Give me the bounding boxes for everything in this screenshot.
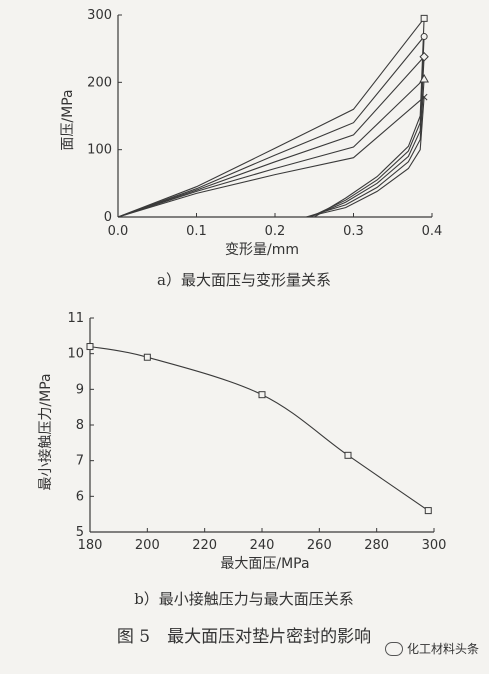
chart-a-load-curve-5	[117, 96, 425, 218]
chart-a-unload-curve-5	[306, 97, 425, 218]
chart-b-ytick-label: 7	[76, 454, 84, 469]
chart-b-ytick-label: 10	[67, 347, 84, 362]
chart-a-load-curve-3	[117, 56, 425, 218]
chart-a-peak-marker-2	[420, 33, 428, 41]
chart-a-caption: a）最大面压与变形量关系	[157, 271, 331, 289]
chart-a-ytick-label: 100	[87, 143, 112, 158]
chart-a-xtick-label: 0.2	[265, 224, 286, 239]
chart-b-ylabel: 最小接触压力/MPa	[37, 373, 54, 490]
chart-b-xtick-label: 200	[135, 538, 160, 553]
chart-b-curves	[89, 345, 429, 512]
chart-a-xtick-label: 0.4	[422, 224, 443, 239]
chat-bubble-icon	[384, 641, 403, 656]
chart-a-load-curve-2	[117, 36, 425, 218]
watermark-text: 化工材料头条	[406, 642, 479, 656]
chart-b-ytick-label: 5	[76, 525, 84, 540]
chart-a-ytick-label: 300	[87, 8, 112, 23]
chart-b-xtick-label: 260	[307, 538, 332, 553]
chart-a-xlabel: 变形量/mm	[225, 242, 299, 258]
chart-b-xtick-label: 240	[250, 538, 275, 553]
chart-b-xtick-label: 280	[364, 538, 389, 553]
chart-a-load-curve-4	[117, 78, 425, 218]
chart-a-xtick-label: 0.1	[186, 224, 207, 239]
chart-a-markers	[419, 14, 430, 101]
chart-a-unload-curve-4	[306, 78, 425, 218]
chart-b-caption: b）最小接触压力与最大面压关系	[134, 590, 354, 608]
chart-b-series-line	[89, 345, 429, 512]
chart-b-ytick-label: 8	[76, 418, 84, 433]
chart-a-peak-marker-1	[420, 14, 428, 22]
chart-a-peak-marker-4	[419, 73, 430, 83]
chart-b-ytick-label: 9	[76, 382, 84, 397]
chart-a-peak-marker-3	[419, 52, 429, 62]
chart-a-unload-curve-2	[310, 36, 425, 218]
chart-b-point-1	[86, 343, 94, 351]
chart-b-xtick-label: 220	[192, 538, 217, 553]
chart-b-ytick-label: 6	[76, 489, 84, 504]
chart-a-xtick-label: 0.0	[108, 224, 129, 239]
chart-a-peak-marker-5	[420, 93, 428, 101]
chart-a-ticks: 0.0 0.1 0.2 0.3 0.4 0 100 200 300	[87, 8, 442, 239]
chart-a-ylabel: 面压/MPa	[60, 89, 76, 150]
chart-b-point-4	[344, 451, 352, 459]
chart-a-curves	[117, 18, 425, 218]
chart-b-markers	[86, 343, 432, 515]
chart-a-load-curve-1	[117, 18, 425, 218]
chart-a-ytick-label: 200	[87, 75, 112, 90]
chart-b-ytick-label: 11	[67, 311, 84, 326]
chart-b-xlabel: 最大面压/MPa	[220, 556, 309, 572]
chart-a-ytick-label: 0	[104, 210, 112, 225]
chart-b-point-3	[258, 391, 266, 399]
chart-b-point-5	[424, 507, 432, 515]
watermark: 化工材料头条	[384, 640, 479, 657]
chart-b-xtick-label: 180	[78, 538, 103, 553]
chart-a-unload-curve-3	[310, 56, 425, 218]
chart-b-point-2	[143, 353, 151, 361]
chart-b-xtick-label: 300	[422, 538, 447, 553]
figure-caption: 图 5 最大面压对垫片密封的影响	[117, 627, 371, 647]
chart-b-ticks: 180 200 220 240 260 280 300 5 6 7 8 9 10 11	[67, 311, 446, 553]
chart-b: 180 200 220 240 260 280 300 5 6 7 8 9 10 11 最小接触压力/MP…	[37, 311, 446, 608]
chart-a-xtick-label: 0.3	[343, 224, 364, 239]
